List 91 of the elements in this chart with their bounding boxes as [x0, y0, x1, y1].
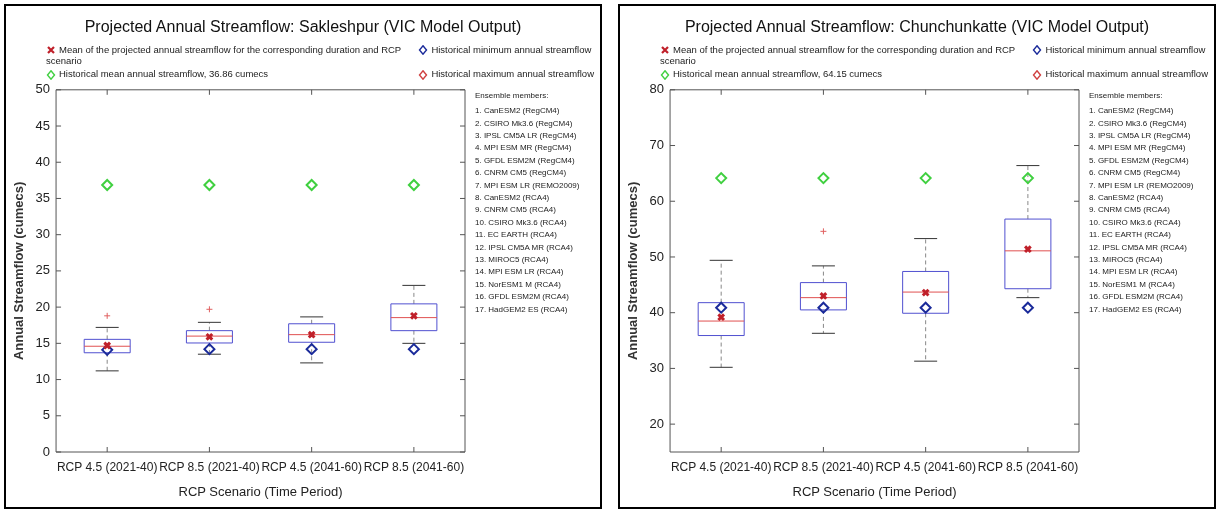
point	[305, 178, 318, 191]
y-tick-label: 30	[649, 359, 665, 375]
text: 9. CNRM CM5 (RCA4)	[1089, 204, 1171, 217]
text: 7. MPI ESM LR (REMO2009)	[1089, 179, 1194, 192]
chart-title: Projected Annual Streamflow: Sakleshpur (VIC Model Output)	[83, 18, 523, 36]
point	[203, 343, 216, 356]
point	[715, 172, 728, 185]
y-tick-label: 15	[35, 334, 51, 350]
text: 15. NorESM1 M (RCA4)	[1089, 278, 1176, 291]
text: 3. IPSL CM5A LR (RegCM4)	[1089, 130, 1192, 142]
x-tick-label: RCP 8.5 (2021-40)	[159, 459, 260, 474]
x-tick-label: RCP 8.5 (2041-60)	[977, 459, 1079, 474]
text: 7. MPI ESM LR (REMO2009)	[475, 179, 580, 192]
point	[817, 172, 830, 185]
point	[715, 301, 728, 314]
text: 5. GFDL ESM2M (RegCM4)	[1089, 154, 1190, 167]
y-tick-label: 60	[649, 192, 665, 208]
text: 2. CSIRO Mk3.6 (RegCM4)	[475, 117, 574, 130]
text: 16. GFDL ESM2M (RCA4)	[1089, 291, 1184, 304]
text: 4. MPI ESM MR (RegCM4)	[475, 142, 573, 155]
y-tick-label: 20	[35, 298, 51, 314]
text: 1. CanESM2 (RegCM4)	[1089, 105, 1175, 118]
y-tick-label: 50	[35, 81, 51, 97]
text: 3. IPSL CM5A LR (RegCM4)	[475, 130, 578, 142]
legend-label: Historical maximum annual streamflow	[431, 68, 594, 80]
y-tick-label: 50	[649, 248, 665, 264]
legend-label: Historical maximum annual streamflow	[1045, 68, 1208, 80]
point	[305, 343, 318, 356]
text: 13. MIROC5 (RCA4)	[1089, 254, 1164, 267]
text: 8. CanESM2 (RCA4)	[475, 192, 551, 205]
point	[919, 301, 932, 314]
x-tick-label: RCP 8.5 (2021-40)	[773, 459, 874, 474]
x-axis-title: RCP Scenario (Time Period)	[792, 483, 957, 499]
text: 6. CNRM CM5 (RegCM4)	[1089, 167, 1182, 180]
legend-label: Historical minimum annual streamflow	[431, 44, 592, 55]
y-tick-label: 25	[35, 262, 51, 278]
y-axis-title: Annual Streamflow (cumecs)	[625, 181, 641, 361]
legend-label: Historical mean annual streamflow, 64.15 cumecs	[673, 68, 883, 80]
legend-label: Mean of the projected annual streamflow for the corresponding duration and RCP scenario	[46, 44, 402, 67]
point	[407, 178, 420, 191]
y-axis-title: Annual Streamflow (cumecs)	[11, 181, 27, 361]
text: Ensemble members:	[475, 89, 550, 102]
text: 15. NorESM1 M (RCA4)	[475, 278, 562, 291]
text: 17. HadGEM2 ES (RCA4)	[475, 303, 569, 316]
text: 8. CanESM2 (RCA4)	[1089, 192, 1165, 205]
x-tick-label: RCP 4.5 (2041-60)	[875, 459, 976, 474]
chart-title: Projected Annual Streamflow: Chunchunkatte (VIC Model Output)	[683, 18, 1151, 36]
y-tick-label: 0	[42, 443, 51, 459]
text: Ensemble members:	[1089, 89, 1164, 102]
text: 16. GFDL ESM2M (RCA4)	[475, 291, 570, 304]
text: 11. EC EARTH (RCA4)	[475, 229, 558, 242]
legend-label: Mean of the projected annual streamflow for the corresponding duration and RCP scenario	[660, 44, 1016, 67]
text: 4. MPI ESM MR (RegCM4)	[1089, 142, 1187, 155]
text: 17. HadGEM2 ES (RCA4)	[1089, 303, 1183, 316]
x-tick-label: RCP 4.5 (2041-60)	[261, 459, 362, 474]
text: 12. IPSL CM5A MR (RCA4)	[1089, 241, 1188, 254]
text: 1. CanESM2 (RegCM4)	[475, 105, 561, 118]
text: 10. CSIRO Mk3.6 (RCA4)	[475, 216, 568, 229]
x-tick-label: RCP 8.5 (2041-60)	[363, 459, 465, 474]
point	[1021, 301, 1034, 314]
y-tick-label: 40	[649, 304, 665, 320]
point	[817, 301, 830, 314]
y-tick-label: 20	[649, 415, 665, 431]
text: 5. GFDL ESM2M (RegCM4)	[475, 154, 576, 167]
text: 14. MPI ESM LR (RCA4)	[1089, 266, 1179, 279]
legend-label: Historical mean annual streamflow, 36.86 cumecs	[59, 68, 269, 80]
text: 6. CNRM CM5 (RegCM4)	[475, 167, 568, 180]
x-axis-title: RCP Scenario (Time Period)	[178, 483, 343, 499]
text: 10. CSIRO Mk3.6 (RCA4)	[1089, 216, 1182, 229]
y-tick-label: 45	[35, 117, 51, 133]
x-tick-label: RCP 4.5 (2021-40)	[670, 459, 772, 474]
y-tick-label: 10	[35, 371, 51, 387]
point	[101, 178, 114, 191]
y-tick-label: 40	[35, 153, 51, 169]
point	[1021, 172, 1034, 185]
point	[919, 172, 932, 185]
text: 9. CNRM CM5 (RCA4)	[475, 204, 557, 217]
point	[407, 343, 420, 356]
y-tick-label: 35	[35, 190, 51, 206]
y-tick-label: 5	[42, 407, 51, 423]
text: 14. MPI ESM LR (RCA4)	[475, 266, 565, 279]
y-tick-label: 30	[35, 226, 51, 242]
text: 12. IPSL CM5A MR (RCA4)	[475, 241, 574, 254]
x-tick-label: RCP 4.5 (2021-40)	[56, 459, 158, 474]
text: 13. MIROC5 (RCA4)	[475, 254, 550, 267]
y-tick-label: 80	[649, 81, 665, 97]
text: 2. CSIRO Mk3.6 (RegCM4)	[1089, 117, 1188, 130]
legend-label: Historical minimum annual streamflow	[1045, 44, 1206, 55]
point	[203, 178, 216, 191]
text: 11. EC EARTH (RCA4)	[1089, 229, 1172, 242]
y-tick-label: 70	[649, 137, 665, 153]
